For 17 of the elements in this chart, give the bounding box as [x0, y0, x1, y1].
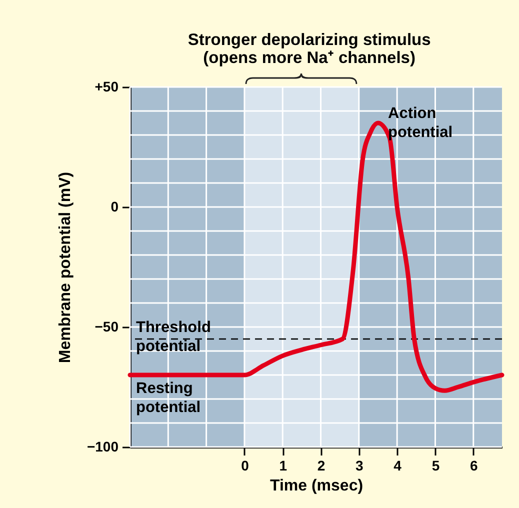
x-tick-label: 5	[432, 458, 440, 474]
annotation: Resting potential	[136, 380, 201, 416]
x-axis-title: Time (msec)	[270, 478, 364, 494]
x-tick-label: 6	[470, 458, 478, 474]
y-tick-label: −50	[94, 318, 119, 334]
x-tick-label: 1	[279, 458, 288, 474]
x-tick-label: 0	[241, 458, 250, 474]
ref-line-label: Threshold potential	[136, 319, 211, 355]
y-tick-label: −100	[86, 438, 119, 454]
x-tick-label: 2	[317, 458, 326, 474]
y-axis-title: Membrane potential (mV)	[56, 172, 74, 364]
band-label: Stronger depolarizing stimulus (opens more Na⁺ channels)	[188, 31, 431, 67]
y-tick-label: +50	[94, 78, 119, 94]
y-tick-label: 0	[110, 198, 119, 214]
annotation: Action potential	[388, 105, 453, 141]
x-tick-label: 3	[356, 458, 364, 474]
x-tick-label: 4	[394, 458, 402, 474]
